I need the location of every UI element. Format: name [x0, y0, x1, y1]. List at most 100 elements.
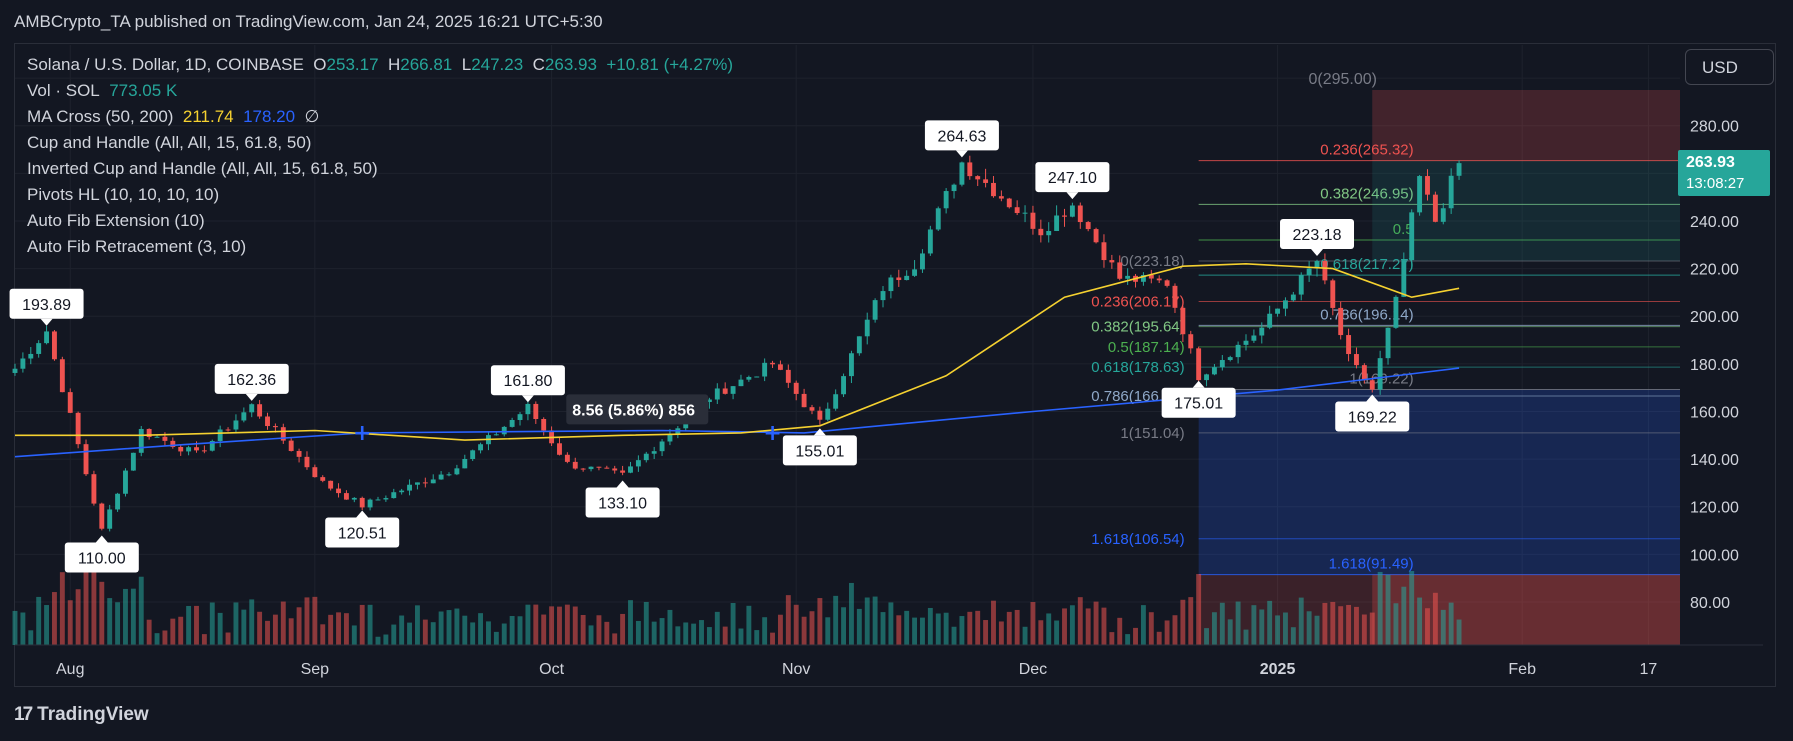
ma-symbol: ∅: [304, 107, 320, 126]
legend-ma-row[interactable]: MA Cross (50, 200) 211.74 178.20 ∅: [27, 104, 733, 130]
volume-bar: [115, 602, 121, 645]
candle-body: [1354, 354, 1359, 366]
candle-body: [280, 427, 286, 441]
volume-bar: [138, 576, 144, 645]
volume-bar: [714, 611, 720, 645]
volume-bar: [201, 634, 207, 645]
volume-bar: [36, 596, 42, 645]
volume-bar: [52, 592, 57, 645]
y-tick-label: 140.00: [1690, 452, 1739, 469]
volume-bar: [1346, 604, 1352, 645]
y-tick-label: 120.00: [1690, 500, 1739, 517]
volume-bar: [44, 605, 50, 645]
candle-body: [12, 368, 18, 373]
legend-symbol-row[interactable]: Solana / U.S. Dollar, 1D, COINBASE O253.…: [27, 52, 733, 78]
close-value: 263.93: [544, 55, 597, 74]
volume-bar: [730, 603, 736, 645]
candle-body: [422, 482, 428, 484]
volume-bar: [146, 619, 152, 645]
indicator-cup-handle[interactable]: Cup and Handle (All, All, 15, 61.8, 50): [27, 133, 312, 152]
volume-bar: [1259, 609, 1265, 645]
volume-bar: [1093, 601, 1099, 645]
volume-bar: [336, 612, 341, 645]
volume-bar: [328, 614, 334, 645]
candle-body: [1101, 242, 1107, 261]
candle-body: [722, 388, 728, 394]
low-label: L: [461, 55, 472, 74]
pivot-label-pointer: [1066, 192, 1079, 200]
candle-body: [1401, 260, 1407, 297]
volume-bar: [801, 616, 807, 645]
candle-body: [375, 499, 381, 501]
volume-bar: [257, 611, 263, 645]
candle-body: [651, 451, 657, 454]
candle-body: [517, 414, 523, 421]
candle-body: [1385, 327, 1391, 359]
candle-body: [67, 392, 73, 413]
candle-body: [407, 484, 412, 491]
volume-bar: [1448, 602, 1454, 645]
volume-bar: [1227, 619, 1233, 645]
candle-body: [28, 353, 34, 359]
candle-body: [225, 429, 231, 431]
change-value: +10.81 (+4.27%): [606, 55, 734, 74]
volume-bar: [691, 623, 697, 645]
volume-bar: [1409, 571, 1415, 645]
candle-body: [1006, 198, 1012, 208]
volume-bar: [367, 604, 373, 645]
candle-body: [272, 426, 278, 428]
candle-body: [1259, 327, 1265, 336]
volume-bar: [438, 611, 444, 645]
volume-bar: [422, 619, 428, 645]
candle-body: [1164, 280, 1170, 286]
candle-body: [1188, 334, 1194, 349]
candle-body: [920, 253, 925, 270]
candle-body: [1030, 212, 1036, 229]
candle-body: [856, 336, 862, 354]
pivot-label-pointer: [356, 510, 369, 518]
fib-retracement-label: 1.618(106.54): [1091, 531, 1184, 548]
currency-button[interactable]: USD: [1685, 49, 1774, 85]
chart-frame[interactable]: [14, 43, 1776, 687]
indicator-pivots-hl[interactable]: Pivots HL (10, 10, 10, 10): [27, 185, 220, 204]
volume-bar: [486, 621, 491, 645]
volume-bar: [272, 614, 278, 645]
fib-retracement-label: 0.618(178.63): [1091, 359, 1184, 376]
y-tick-label: 220.00: [1690, 262, 1739, 279]
volume-bar: [848, 582, 854, 645]
open-value: 253.17: [326, 55, 379, 74]
volume-bar: [454, 608, 460, 645]
candle-body: [1417, 176, 1423, 213]
volume-value: 773.05 K: [109, 81, 178, 100]
candle-body: [146, 428, 152, 438]
x-tick-label: Sep: [301, 661, 330, 678]
candle-body: [943, 191, 949, 209]
candle-body: [1093, 229, 1099, 243]
volume-bar: [430, 622, 436, 645]
pivot-label-pointer: [95, 535, 108, 543]
tradingview-footer[interactable]: 17 TradingView: [14, 704, 149, 726]
symbol-name[interactable]: Solana / U.S. Dollar, 1D, COINBASE: [27, 55, 304, 74]
legend-volume-row[interactable]: Vol · SOL 773.05 K: [27, 78, 733, 104]
pivot-label-pointer: [813, 428, 826, 436]
indicator-auto-fib-extension[interactable]: Auto Fib Extension (10): [27, 211, 205, 230]
candle-body: [1330, 280, 1336, 308]
x-tick-label: Dec: [1019, 661, 1047, 678]
indicator-auto-fib-retracement[interactable]: Auto Fib Retracement (3, 10): [27, 237, 247, 256]
volume-bar: [225, 632, 231, 645]
candle-body: [178, 446, 184, 452]
indicator-inverted-cup-handle[interactable]: Inverted Cup and Handle (All, All, 15, 6…: [27, 159, 378, 178]
volume-bar: [967, 611, 973, 645]
candle-body: [1038, 228, 1044, 236]
ma-slow-value: 178.20: [243, 107, 296, 126]
volume-bar: [920, 617, 925, 645]
candle-body: [438, 474, 444, 480]
volume-bar: [943, 612, 949, 645]
volume-bar: [604, 621, 610, 645]
x-tick-label: Nov: [782, 661, 810, 678]
candle-body: [635, 460, 641, 467]
volume-bar: [351, 625, 357, 645]
volume-bar: [746, 605, 752, 645]
volume-bar: [1330, 601, 1336, 645]
